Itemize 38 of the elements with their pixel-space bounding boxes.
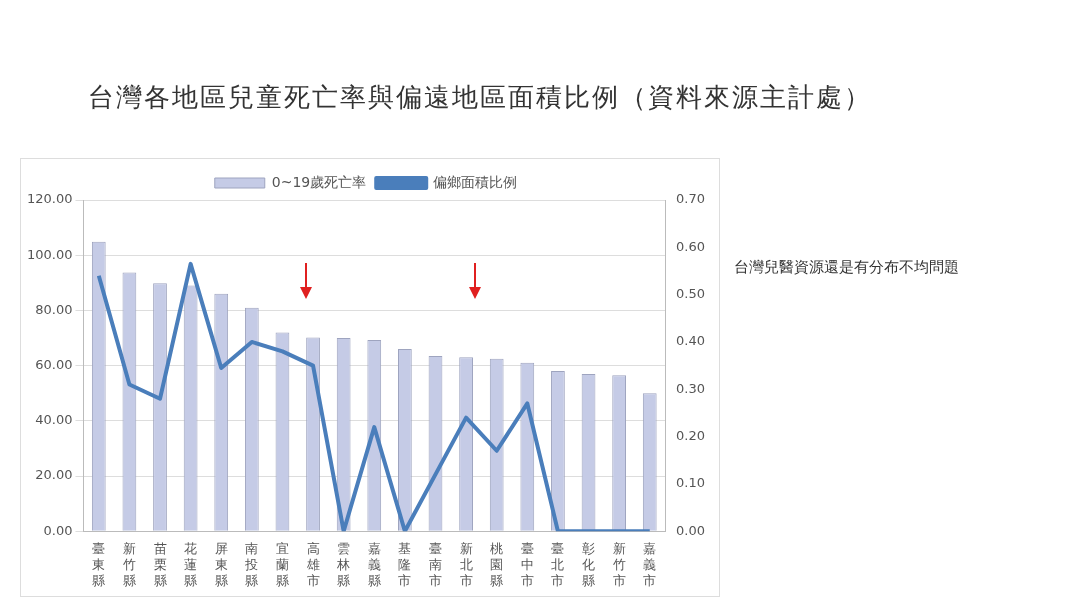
text: 台灣兒醫資源還是有分布不均問題 (734, 258, 959, 277)
x-tick-label: 南投縣 (244, 541, 259, 588)
y-tick-label: 20.00 (35, 467, 73, 483)
x-tick-label: 雲林縣 (336, 541, 351, 588)
y-tick-label: 100.00 (26, 246, 73, 262)
x-tick-label: 基隆市 (398, 541, 412, 588)
x-tick-label: 臺中市 (520, 541, 534, 588)
y-tick-label: 80.00 (35, 301, 73, 317)
y-tick-label: 0.00 (43, 522, 73, 538)
y-tick-label: 40.00 (35, 412, 73, 428)
x-tick-label: 嘉義縣 (367, 541, 381, 588)
y2-tick-label: 0.00 (676, 522, 706, 538)
x-tick-label: 新竹縣 (122, 541, 136, 588)
y2-tick-label: 0.50 (676, 286, 706, 301)
x-tick-label: 臺南市 (428, 541, 442, 588)
x-tick-label: 屏東縣 (214, 541, 228, 588)
x-tick-label: 高雄市 (305, 541, 320, 588)
x-tick-label: 宜蘭縣 (275, 541, 289, 588)
y2-tick-label: 0.40 (676, 333, 706, 349)
x-tick-label: 桃園縣 (490, 541, 504, 588)
x-tick-label: 新北市 (459, 541, 473, 588)
x-tick-label: 新竹市 (612, 541, 626, 588)
y2-tick-label: 0.20 (676, 427, 706, 443)
y2-tick-label: 0.70 (676, 191, 706, 207)
legend-label: 0~19歲死亡率 (271, 173, 367, 190)
y2-tick-label: 0.60 (676, 238, 706, 254)
x-tick-label: 彰化縣 (582, 541, 596, 588)
legend-label: 偏鄉面積比例 (433, 173, 518, 190)
y-tick-label: 120.00 (26, 191, 73, 207)
x-tick-label: 臺北市 (551, 541, 565, 588)
x-tick-label: 花蓮縣 (184, 541, 198, 588)
y-tick-label: 60.00 (35, 356, 73, 372)
x-tick-label: 臺東縣 (92, 541, 106, 588)
chart-title: 台灣各地區兒童死亡率與偏遠地區面積比例（資料來源主計處） (88, 81, 872, 114)
y2-tick-label: 0.30 (676, 380, 706, 396)
x-tick-label: 苗栗縣 (153, 541, 167, 588)
y2-tick-label: 0.10 (676, 475, 706, 491)
x-tick-label: 嘉義市 (643, 541, 657, 588)
